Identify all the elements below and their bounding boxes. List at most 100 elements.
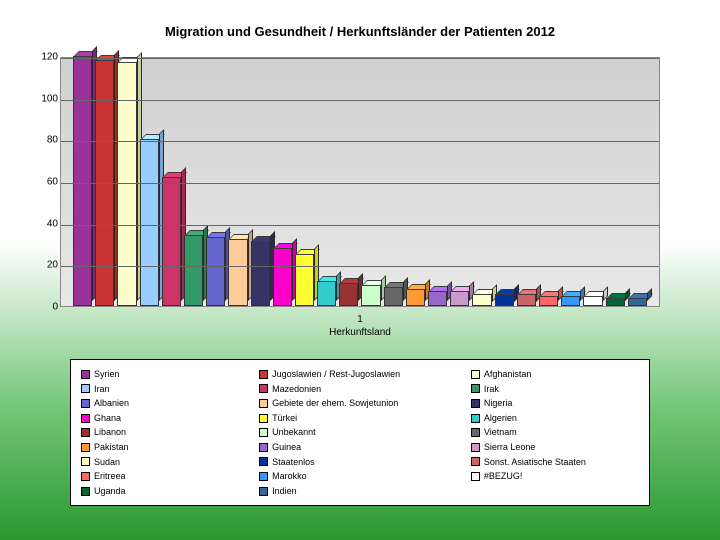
legend-swatch xyxy=(471,457,480,466)
bar xyxy=(628,298,647,306)
grid-line xyxy=(61,141,659,142)
bar xyxy=(361,285,380,306)
legend-swatch xyxy=(81,443,90,452)
bar xyxy=(495,294,514,307)
legend-item: Sierra Leone xyxy=(471,441,639,454)
legend-swatch xyxy=(471,472,480,481)
legend-label: Vietnam xyxy=(484,426,517,439)
bar xyxy=(539,296,558,306)
legend-label: Libanon xyxy=(94,426,126,439)
legend-label: Jugoslawien / Rest-Jugoslawien xyxy=(272,368,400,381)
bar xyxy=(73,56,92,306)
legend-item: Ghana xyxy=(81,412,249,425)
bar xyxy=(406,289,425,306)
bar xyxy=(561,296,580,306)
legend-label: Gebiete der ehem. Sowjetunion xyxy=(272,397,398,410)
legend-swatch xyxy=(471,384,480,393)
legend-label: Iran xyxy=(94,383,110,396)
legend-item: Nigeria xyxy=(471,397,639,410)
y-tick-label: 120 xyxy=(30,52,58,63)
bars-container xyxy=(73,58,647,306)
legend-label: Marokko xyxy=(272,470,307,483)
legend-item: Pakistan xyxy=(81,441,249,454)
bar xyxy=(428,291,447,306)
legend-label: Ghana xyxy=(94,412,121,425)
legend-item: #BEZUG! xyxy=(471,470,639,483)
y-tick-label: 100 xyxy=(30,93,58,104)
grid-line xyxy=(61,100,659,101)
legend-label: Staatenlos xyxy=(272,456,315,469)
bar xyxy=(517,294,536,307)
legend-label: Nigeria xyxy=(484,397,513,410)
bar xyxy=(339,283,358,306)
legend-label: Sonst. Asiatische Staaten xyxy=(484,456,586,469)
legend-label: Pakistan xyxy=(94,441,129,454)
grid-line xyxy=(61,183,659,184)
bar xyxy=(251,241,270,306)
legend-swatch xyxy=(81,428,90,437)
legend-label: Albanien xyxy=(94,397,129,410)
y-tick-label: 0 xyxy=(30,302,58,313)
legend-item: Syrien xyxy=(81,368,249,381)
legend-swatch xyxy=(81,414,90,423)
legend-item: Sudan xyxy=(81,456,249,469)
legend-item: Libanon xyxy=(81,426,249,439)
y-tick-label: 20 xyxy=(30,260,58,271)
chart-title: Migration und Gesundheit / Herkunftsländ… xyxy=(0,0,720,57)
legend-swatch xyxy=(81,457,90,466)
legend-label: Irak xyxy=(484,383,499,396)
legend-item: Türkei xyxy=(259,412,461,425)
grid-line xyxy=(61,225,659,226)
legend-label: Syrien xyxy=(94,368,120,381)
y-tick-label: 40 xyxy=(30,218,58,229)
legend-label: Afghanistan xyxy=(484,368,532,381)
bar xyxy=(606,298,625,306)
bar xyxy=(450,291,469,306)
legend-swatch xyxy=(81,487,90,496)
legend-label: #BEZUG! xyxy=(484,470,523,483)
legend-label: Algerien xyxy=(484,412,517,425)
legend-swatch xyxy=(259,472,268,481)
legend-swatch xyxy=(259,457,268,466)
legend-item: Eritreea xyxy=(81,470,249,483)
legend-item: Mazedonien xyxy=(259,383,461,396)
legend-swatch xyxy=(471,370,480,379)
legend-item: Gebiete der ehem. Sowjetunion xyxy=(259,397,461,410)
bar xyxy=(384,287,403,306)
legend-label: Unbekannt xyxy=(272,426,316,439)
legend-swatch xyxy=(259,384,268,393)
legend-label: Indien xyxy=(272,485,297,498)
legend-item: Marokko xyxy=(259,470,461,483)
legend-swatch xyxy=(81,370,90,379)
legend-swatch xyxy=(471,428,480,437)
legend-swatch xyxy=(81,399,90,408)
legend-label: Sierra Leone xyxy=(484,441,536,454)
legend-item: Afghanistan xyxy=(471,368,639,381)
legend-item: Vietnam xyxy=(471,426,639,439)
legend-swatch xyxy=(259,414,268,423)
legend-swatch xyxy=(259,370,268,379)
legend-item: Irak xyxy=(471,383,639,396)
legend-label: Sudan xyxy=(94,456,120,469)
legend-item: Iran xyxy=(81,383,249,396)
bar xyxy=(317,281,336,306)
legend-swatch xyxy=(81,472,90,481)
grid-line xyxy=(61,266,659,267)
legend-item: Sonst. Asiatische Staaten xyxy=(471,456,639,469)
bar xyxy=(140,139,159,306)
x-axis-label: 1 Herkunftsland xyxy=(0,313,720,339)
y-tick-label: 60 xyxy=(30,177,58,188)
legend-item xyxy=(471,485,639,498)
legend-swatch xyxy=(471,414,480,423)
legend: Syrien Jugoslawien / Rest-Jugoslawien Afgh… xyxy=(70,359,650,506)
grid-line xyxy=(61,58,659,59)
legend-label: Uganda xyxy=(94,485,126,498)
legend-item: Staatenlos xyxy=(259,456,461,469)
legend-item: Uganda xyxy=(81,485,249,498)
legend-item: Algerien xyxy=(471,412,639,425)
legend-swatch xyxy=(259,487,268,496)
bar xyxy=(228,239,247,306)
bar xyxy=(162,177,181,306)
legend-swatch xyxy=(471,399,480,408)
legend-item: Guinea xyxy=(259,441,461,454)
